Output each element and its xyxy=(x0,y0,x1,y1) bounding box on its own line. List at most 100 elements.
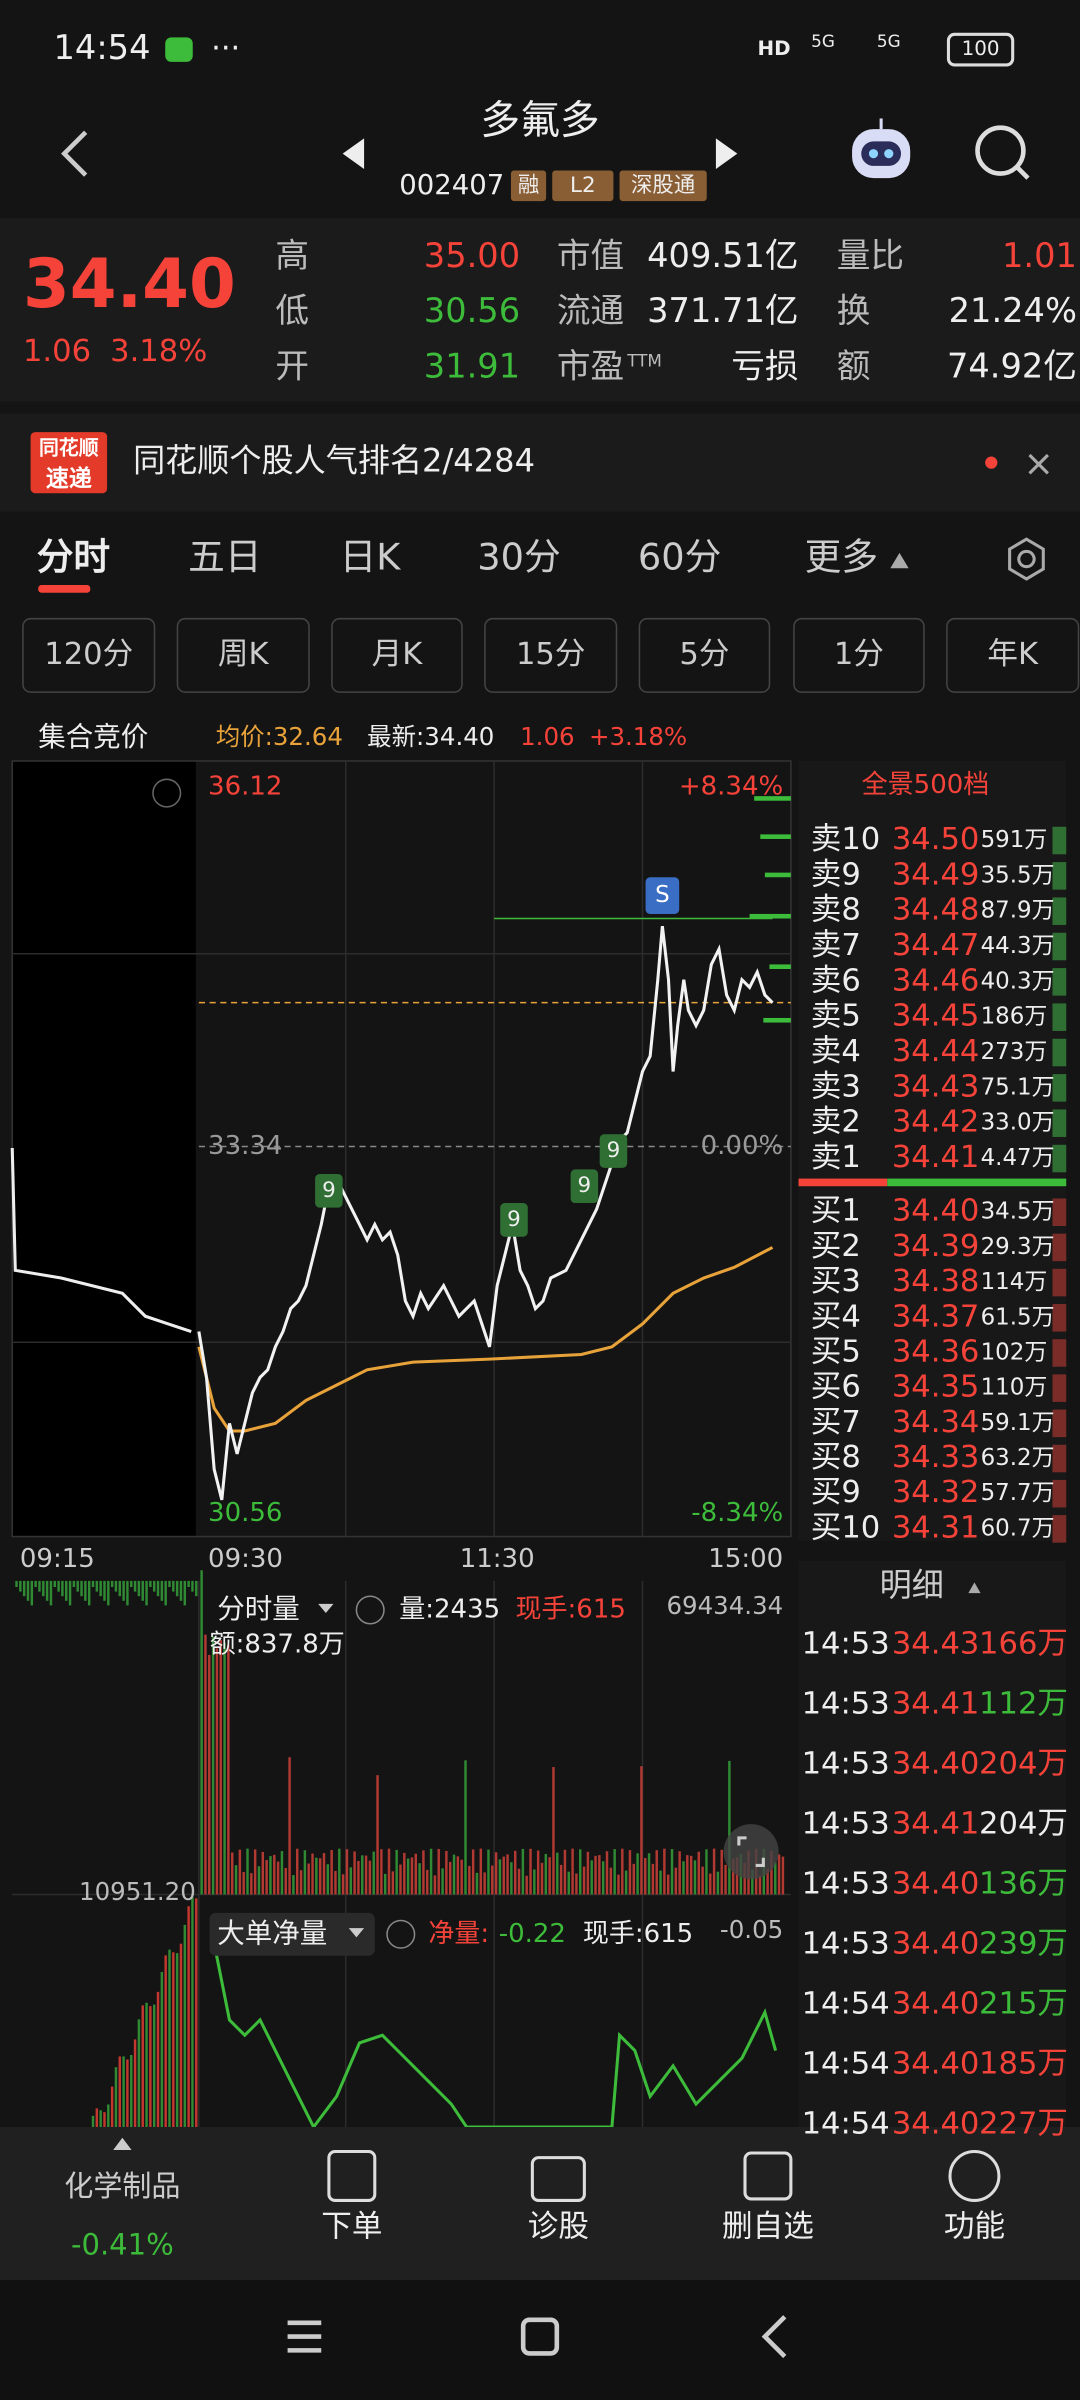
period-button[interactable]: 月K xyxy=(372,637,424,672)
remove-icon[interactable] xyxy=(743,2151,793,2201)
volume-bar xyxy=(682,1861,685,1895)
volume-bar xyxy=(621,1848,624,1895)
auction-net-bar xyxy=(160,1971,164,2128)
auction-net-bar xyxy=(168,1949,171,2128)
volume-bar xyxy=(613,1849,616,1895)
chart-tab[interactable]: 分时 xyxy=(37,536,110,579)
nav-item[interactable]: 诊股 xyxy=(528,2209,589,2244)
auction-volume-bar xyxy=(19,1580,22,1592)
auction-net-bar xyxy=(187,1906,190,2128)
big-order-title[interactable]: 大单净量 xyxy=(217,1917,327,1949)
volume-bar xyxy=(709,1873,712,1895)
order-icon[interactable] xyxy=(327,2149,377,2202)
td-marker-bg xyxy=(599,1134,628,1168)
trade-volume: 215万 xyxy=(979,1986,1068,2021)
diagnose-icon[interactable] xyxy=(530,2156,586,2202)
home-button[interactable] xyxy=(520,2317,560,2356)
auction-volume-bar xyxy=(68,1580,72,1606)
volume-bar xyxy=(452,1854,456,1895)
volume-bar xyxy=(292,1875,295,1895)
volume-bar xyxy=(437,1848,440,1895)
depth-bar xyxy=(1052,968,1067,996)
volume-bar xyxy=(211,1636,215,1895)
search-icon[interactable] xyxy=(975,125,1030,180)
amount-label: 额:837.8万 xyxy=(210,1630,345,1660)
stat-label: 流通 xyxy=(557,291,624,330)
volume-bar xyxy=(246,1848,249,1895)
auction-net-bar xyxy=(130,2054,133,2128)
volume-bar xyxy=(353,1851,356,1895)
order-volume: 35.5万 xyxy=(981,862,1055,888)
auction-net-bar xyxy=(137,2019,141,2128)
period-button[interactable]: 周K xyxy=(218,637,270,672)
order-price: 34.50 xyxy=(892,822,980,857)
depth-bar xyxy=(1052,1109,1067,1137)
time-axis-label: 15:00 xyxy=(708,1544,783,1574)
base-pct-label: 0.00% xyxy=(701,1131,784,1161)
nav-item[interactable]: 下单 xyxy=(321,2209,382,2244)
order-level: 买8 xyxy=(811,1440,861,1475)
volume-bar xyxy=(448,1861,452,1895)
auction-volume-bar xyxy=(42,1580,45,1597)
prev-stock[interactable] xyxy=(342,138,365,169)
chart-tab[interactable]: 更多 xyxy=(805,536,878,579)
volume-max-label: 69434.34 xyxy=(666,1591,783,1620)
volume-bar xyxy=(376,1775,379,1895)
auction-volume-bar xyxy=(149,1580,152,1588)
chart-tab[interactable]: 30分 xyxy=(477,536,560,579)
volume-bar xyxy=(777,1854,781,1895)
order-price: 34.37 xyxy=(892,1299,980,1334)
auction-area xyxy=(12,760,196,1537)
period-button-bg[interactable] xyxy=(638,617,771,693)
fullscreen-icon[interactable] xyxy=(723,1824,779,1880)
period-button[interactable]: 年K xyxy=(987,637,1039,672)
volume-bar xyxy=(456,1856,460,1895)
system-back[interactable] xyxy=(761,2315,787,2359)
period-button-bg[interactable] xyxy=(331,617,463,693)
period-button[interactable]: 1分 xyxy=(834,637,884,672)
order-level: 卖7 xyxy=(811,928,861,963)
sector-name[interactable]: 化学制品 xyxy=(64,2169,180,2203)
volume-bar xyxy=(678,1851,681,1895)
nav-item[interactable]: 功能 xyxy=(944,2209,1005,2244)
auction-volume-bar xyxy=(179,1580,183,1601)
menu-button[interactable] xyxy=(287,2320,322,2353)
period-button[interactable]: 120分 xyxy=(44,637,133,672)
period-button-bg[interactable] xyxy=(176,617,310,693)
volume-bar xyxy=(735,1857,739,1895)
volume-bar xyxy=(705,1849,708,1895)
auction-volume-bar xyxy=(34,1580,37,1588)
period-button[interactable]: 15分 xyxy=(516,637,586,672)
detail-title: 明细 xyxy=(880,1566,944,1604)
period-button-bg[interactable] xyxy=(946,617,1080,693)
td-marker-bg xyxy=(570,1169,599,1204)
auction-net-bar xyxy=(91,2115,95,2128)
next-stock[interactable] xyxy=(715,138,738,169)
back-icon[interactable] xyxy=(61,130,88,177)
auction-volume-bar xyxy=(26,1580,30,1601)
volume-bar xyxy=(728,1760,731,1895)
volume-panel-title[interactable]: 分时量 xyxy=(217,1593,300,1625)
robot-icon[interactable] xyxy=(852,118,911,179)
chart-tab[interactable]: 五日 xyxy=(188,536,261,579)
function-icon[interactable] xyxy=(948,2149,1001,2202)
volume-bar xyxy=(204,1634,207,1895)
settings-icon[interactable] xyxy=(1008,537,1045,581)
auction-net-bar xyxy=(149,2006,152,2128)
volume-bar xyxy=(399,1864,402,1895)
tab-underline xyxy=(38,585,91,593)
close-icon[interactable] xyxy=(1028,453,1049,475)
order-level: 买5 xyxy=(811,1334,861,1369)
chart-tab[interactable]: 60分 xyxy=(638,536,721,579)
period-button-bg[interactable] xyxy=(793,617,925,693)
period-button-bg[interactable] xyxy=(22,617,156,693)
nav-item[interactable]: 删自选 xyxy=(722,2209,814,2244)
chart-tab[interactable]: 日K xyxy=(340,536,402,579)
order-level: 买1 xyxy=(811,1194,861,1229)
price-change-pct: 3.18% xyxy=(110,334,207,369)
period-button-bg[interactable] xyxy=(484,617,618,693)
period-button[interactable]: 5分 xyxy=(679,637,729,672)
volume-bar xyxy=(219,1639,222,1895)
auction-volume-bar xyxy=(103,1580,106,1601)
auction-volume-bar xyxy=(137,1580,141,1597)
